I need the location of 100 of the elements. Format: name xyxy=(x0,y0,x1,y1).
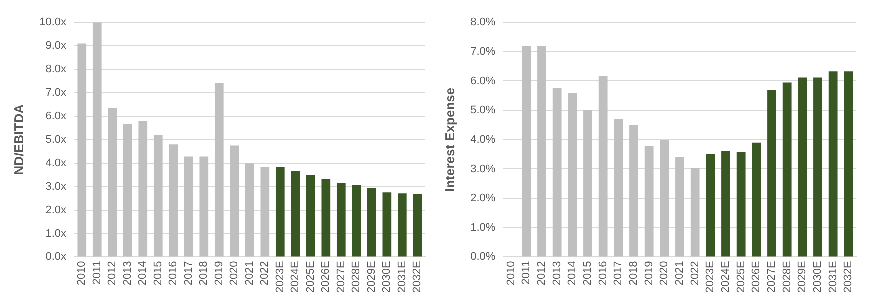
y-tick-label: 2.0x xyxy=(46,204,68,216)
bar xyxy=(690,168,700,257)
x-tick-label: 2012 xyxy=(106,261,119,286)
bar xyxy=(584,110,592,257)
bar xyxy=(844,72,854,257)
bar xyxy=(782,82,792,257)
x-tick-label: 2010 xyxy=(76,261,88,286)
bar xyxy=(814,78,822,257)
bar xyxy=(413,194,422,257)
y-tick-label: 4.0% xyxy=(470,134,496,146)
bar xyxy=(108,108,118,257)
x-tick-label: 2029E xyxy=(366,261,378,294)
y-tick-label: 8.0% xyxy=(470,16,496,29)
bar xyxy=(92,22,102,257)
bar xyxy=(169,144,178,257)
x-tick-label: 2024E xyxy=(720,261,732,294)
x-tick-label: 2022 xyxy=(259,261,272,286)
x-tick-label: 2012 xyxy=(536,261,548,286)
bar xyxy=(722,151,730,257)
y-tick-label: 1.0% xyxy=(470,222,496,234)
bar xyxy=(398,194,407,257)
x-tick-label: 2018 xyxy=(198,261,210,286)
x-tick-label: 2025E xyxy=(304,261,317,294)
bar xyxy=(752,142,762,257)
bar xyxy=(538,46,546,257)
bar xyxy=(676,157,684,257)
y-tick-label: 1.0x xyxy=(46,228,68,240)
bar xyxy=(214,83,224,257)
x-tick-label: 2020 xyxy=(658,261,671,286)
bar xyxy=(552,88,562,257)
x-tick-label: 2011 xyxy=(520,261,533,285)
bar xyxy=(123,124,132,257)
x-tick-label: 2023E xyxy=(274,261,286,294)
bar xyxy=(644,146,654,257)
bar xyxy=(260,167,270,257)
x-tick-label: 2029E xyxy=(796,261,809,294)
y-tick-label: 5.0x xyxy=(46,134,68,146)
x-tick-label: 2018 xyxy=(628,261,640,286)
y-tick-label: 3.0x xyxy=(46,180,68,193)
y-axis-title: ND/EBITDA xyxy=(11,104,26,176)
bar xyxy=(200,156,209,257)
bar xyxy=(614,119,624,257)
bar xyxy=(336,184,346,257)
y-tick-label: 4.0x xyxy=(46,157,68,170)
x-tick-label: 2015 xyxy=(582,261,594,286)
x-tick-label: 2016 xyxy=(168,261,180,286)
x-tick-label: 2021 xyxy=(674,261,686,286)
bar xyxy=(367,188,376,257)
x-tick-label: 2014 xyxy=(566,261,579,286)
bar xyxy=(706,154,716,257)
x-tick-label: 2024E xyxy=(290,261,302,294)
bar xyxy=(306,175,316,257)
bar xyxy=(276,167,285,257)
x-tick-label: 2019 xyxy=(213,261,226,286)
bar xyxy=(522,46,532,257)
y-tick-label: 6.0% xyxy=(470,75,496,88)
x-tick-label: 2028E xyxy=(781,261,794,294)
bar xyxy=(138,121,148,257)
x-tick-label: 2031E xyxy=(396,261,408,294)
y-tick-label: 7.0% xyxy=(470,46,496,58)
x-tick-label: 2030E xyxy=(381,261,394,294)
x-tick-label: 2031E xyxy=(827,261,840,294)
y-tick-label: 0.0% xyxy=(470,251,496,264)
bar xyxy=(322,179,331,257)
y-tick-label: 0.0x xyxy=(46,251,68,264)
x-tick-label: 2010 xyxy=(505,261,518,286)
x-tick-label: 2022 xyxy=(689,261,702,286)
x-tick-label: 2025E xyxy=(735,261,748,294)
x-tick-label: 2021 xyxy=(244,261,256,286)
bar xyxy=(630,126,638,257)
x-tick-label: 2032E xyxy=(842,261,855,294)
bar xyxy=(382,192,392,257)
bar xyxy=(828,72,838,257)
x-tick-label: 2017 xyxy=(612,261,625,286)
x-tick-label: 2011 xyxy=(91,261,104,285)
y-axis-title: Interest Expense xyxy=(442,88,458,192)
y-tick-label: 8.0x xyxy=(46,64,68,76)
bar xyxy=(660,140,670,257)
x-tick-label: 2032E xyxy=(412,261,424,294)
bar xyxy=(245,164,254,257)
y-tick-label: 5.0% xyxy=(470,104,496,117)
bar xyxy=(768,90,776,257)
bar xyxy=(154,135,163,257)
bar xyxy=(291,171,300,257)
x-tick-label: 2014 xyxy=(137,261,150,286)
bar xyxy=(736,152,746,257)
y-tick-label: 10.0x xyxy=(40,16,67,29)
y-tick-label: 7.0x xyxy=(46,87,68,100)
x-tick-label: 2017 xyxy=(182,261,195,286)
bar xyxy=(230,146,240,257)
x-tick-label: 2016 xyxy=(597,261,610,286)
x-tick-label: 2026E xyxy=(750,261,763,294)
x-tick-label: 2028E xyxy=(350,261,363,294)
bar xyxy=(352,185,362,257)
bar xyxy=(184,156,194,257)
y-tick-label: 2.0% xyxy=(470,192,496,205)
bar xyxy=(568,93,578,257)
x-tick-label: 2026E xyxy=(320,261,332,294)
x-tick-label: 2027E xyxy=(766,261,778,294)
x-tick-label: 2013 xyxy=(551,261,564,286)
